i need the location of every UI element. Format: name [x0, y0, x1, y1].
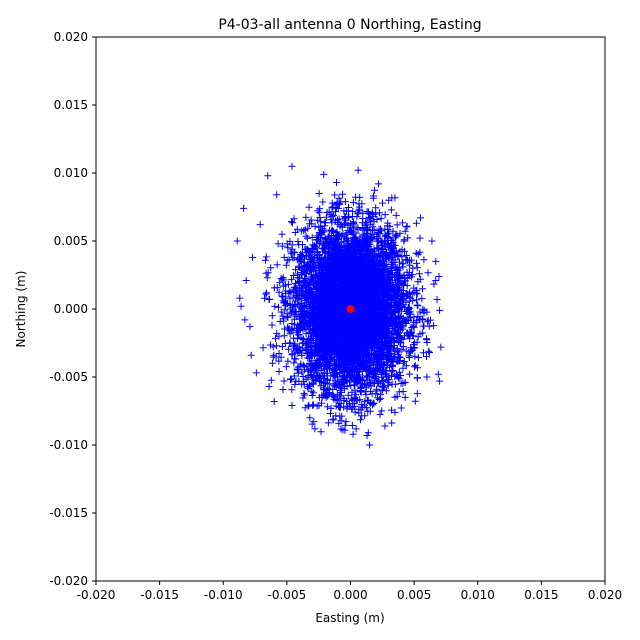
scatter-point	[237, 302, 245, 310]
scatter-point	[265, 383, 273, 391]
y-tick-label: -0.005	[49, 370, 88, 384]
x-tick-label: 0.015	[524, 588, 558, 602]
scatter-point	[425, 349, 433, 357]
y-tick-label: -0.015	[49, 506, 88, 520]
scatter-point	[270, 397, 278, 405]
scatter-point	[233, 237, 241, 245]
x-tick-label: 0.020	[588, 588, 622, 602]
scatter-point	[242, 276, 250, 284]
scatter-point	[381, 422, 389, 430]
y-tick-label: -0.010	[49, 438, 88, 452]
scatter-point	[288, 402, 296, 410]
scatter-point	[236, 294, 244, 302]
x-tick-label: -0.010	[204, 588, 243, 602]
scatter-point	[333, 179, 341, 187]
scatter-point	[339, 426, 347, 434]
x-tick-label: 0.010	[461, 588, 495, 602]
scatter-point	[423, 373, 431, 381]
scatter-point	[256, 221, 264, 229]
y-tick-label: 0.000	[54, 302, 88, 316]
scatter-point	[264, 172, 272, 180]
x-axis-label: Easting (m)	[315, 611, 384, 625]
scatter-point	[433, 295, 441, 303]
y-axis: -0.020 -0.015 -0.010 -0.005 0.000 0.005 0.010 0…	[49, 30, 96, 588]
scatter-point	[385, 196, 393, 204]
scatter-point	[401, 393, 409, 401]
center-marker-layer	[346, 305, 355, 313]
x-tick-label: 0.005	[397, 588, 431, 602]
x-tick-label: -0.020	[77, 588, 116, 602]
x-axis: -0.020 -0.015 -0.010 -0.005 0.000 0.005 0.010 0…	[77, 581, 622, 602]
scatter-point	[428, 237, 436, 245]
scatter-point	[363, 431, 371, 439]
scatter-point	[273, 191, 281, 199]
scatter-point	[246, 323, 254, 331]
scatter-point	[416, 214, 424, 222]
scatter-point	[366, 441, 374, 449]
y-tick-label: 0.005	[54, 234, 88, 248]
scatter-point	[247, 351, 255, 359]
scatter-point	[432, 276, 440, 284]
scatter-point	[306, 414, 314, 422]
scatter-point	[437, 343, 445, 351]
scatter-cloud	[259, 186, 443, 438]
scatter-point	[288, 162, 296, 170]
x-tick-label: 0.000	[333, 588, 367, 602]
x-tick-label: -0.015	[140, 588, 179, 602]
scatter-point	[432, 257, 440, 265]
scatter-point	[249, 253, 257, 261]
scatter-point	[374, 180, 382, 188]
center-point	[346, 305, 355, 313]
scatter-point	[391, 408, 399, 416]
scatter-point	[320, 170, 328, 178]
chart-title: P4-03-all antenna 0 Northing, Easting	[218, 17, 481, 33]
scatter-cloud-markers	[259, 186, 443, 438]
scatter-point	[436, 377, 444, 385]
scatter-point	[240, 204, 248, 212]
scatter-point	[434, 370, 442, 378]
x-tick-label: -0.005	[268, 588, 307, 602]
y-tick-label: -0.020	[49, 574, 88, 588]
y-axis-label: Northing (m)	[14, 271, 28, 348]
y-tick-label: 0.020	[54, 30, 88, 44]
scatter-point	[436, 306, 444, 314]
y-tick-label: 0.010	[54, 166, 88, 180]
scatter-point	[252, 369, 260, 377]
y-tick-label: 0.015	[54, 98, 88, 112]
scatter-point	[354, 166, 362, 174]
scatter-outliers	[233, 162, 445, 449]
scatter-point	[241, 316, 249, 324]
